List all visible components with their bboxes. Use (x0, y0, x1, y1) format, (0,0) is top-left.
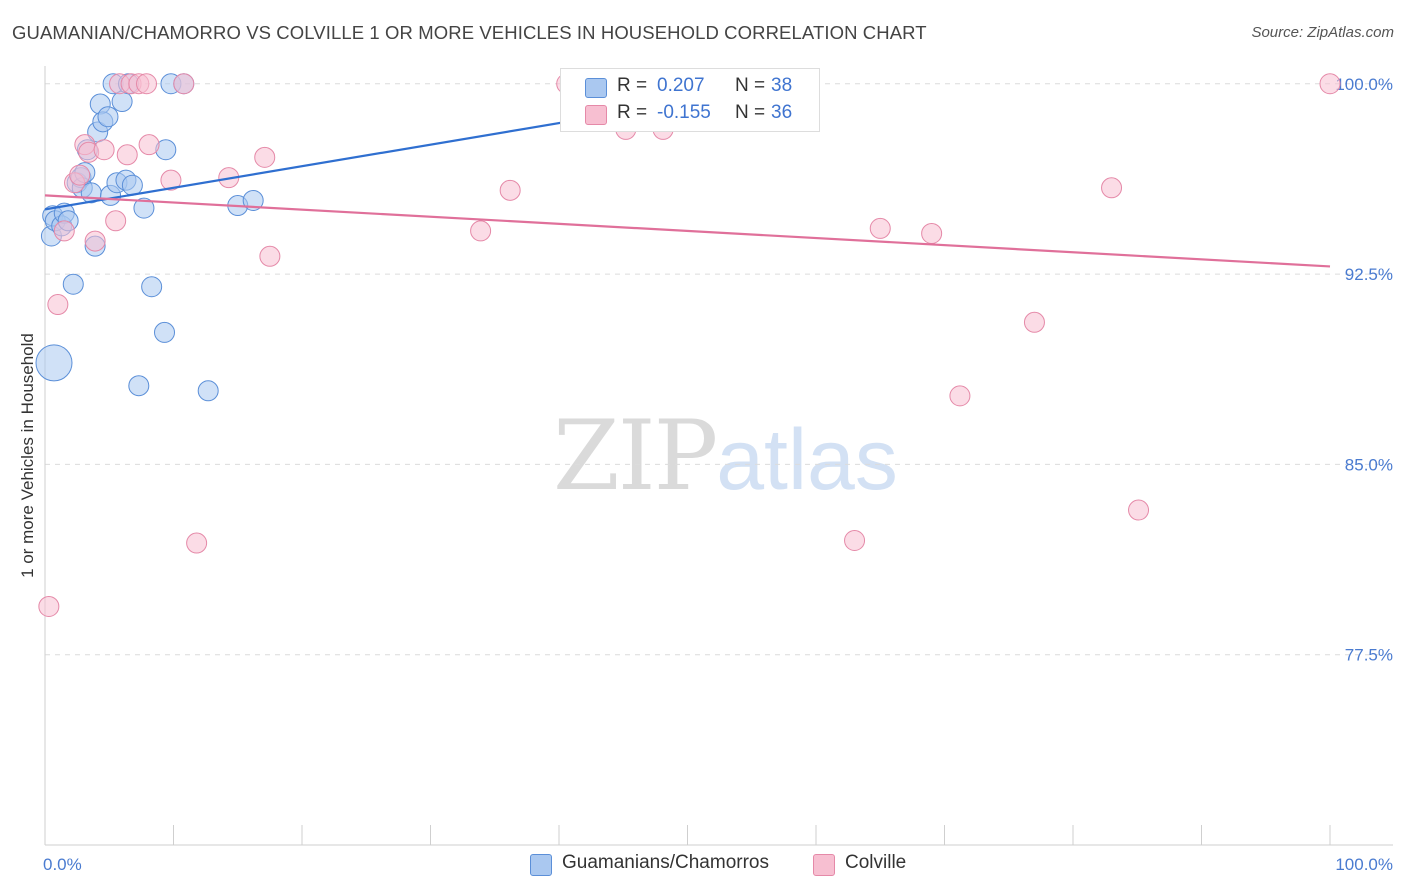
colville-point (84, 230, 106, 252)
colville-point (499, 179, 521, 201)
series-legend: Guamanians/Chamorros Colville (0, 852, 1406, 878)
colville-point (1128, 499, 1150, 521)
colville-point (186, 532, 208, 554)
y-tick-label: 100.0% (1335, 75, 1393, 94)
colville-point (1101, 177, 1123, 199)
r-label: R = (617, 75, 648, 96)
legend-guamanian-label: Guamanians/Chamorros (562, 852, 769, 873)
source-label: Source: ZipAtlas.com (1251, 24, 1394, 41)
colville-point (47, 294, 69, 316)
guamanian-point (242, 189, 264, 211)
colville-point (138, 134, 160, 156)
y-tick-label: 85.0% (1345, 455, 1393, 474)
guamanian-point (97, 106, 119, 128)
colville-point (136, 73, 158, 95)
r-value: 0.207 (657, 75, 705, 96)
colville-point (116, 144, 138, 166)
y-tick-label: 77.5% (1345, 646, 1393, 665)
colville-point (254, 146, 276, 168)
colville-point (470, 220, 492, 242)
colville-point (38, 595, 60, 617)
colville-point (173, 73, 195, 95)
x-tick-label: 100.0% (1335, 855, 1393, 874)
chart-title: GUAMANIAN/CHAMORRO VS COLVILLE 1 OR MORE… (12, 22, 927, 43)
guamanian-point (128, 375, 150, 397)
colville-point (259, 245, 281, 267)
r-value: -0.155 (657, 102, 711, 123)
y-tick-label: 92.5% (1345, 265, 1393, 284)
n-label: N = (735, 75, 766, 96)
watermark: ZIPatlas (553, 400, 898, 512)
x-tick-label: 0.0% (43, 855, 82, 874)
colville-point (93, 139, 115, 161)
colville-point (921, 222, 943, 244)
n-value: 38 (771, 75, 793, 96)
colville-point (949, 385, 971, 407)
colville-point (69, 164, 91, 186)
colville-point (869, 217, 891, 239)
watermark-zip: ZIP (553, 400, 718, 512)
r-label: R = (617, 102, 648, 123)
watermark-atlas: atlas (716, 412, 898, 508)
legend-colville-label: Colville (845, 852, 907, 873)
guamanian-point (121, 174, 143, 196)
guamanian-point (133, 197, 155, 219)
colville-point (1023, 311, 1045, 333)
n-value: 36 (771, 102, 793, 123)
colville-point (160, 169, 182, 191)
colville-point (844, 530, 866, 552)
colville-point (1319, 73, 1341, 95)
guamanian-point (197, 380, 219, 402)
guamanian-point (154, 321, 176, 343)
y-axis-label: 1 or more Vehicles in Household (18, 333, 37, 578)
guamanian-point (62, 273, 84, 295)
colville-swatch (585, 105, 607, 125)
colville-point (53, 220, 75, 242)
n-label: N = (735, 102, 766, 123)
guamanian-swatch (585, 78, 607, 98)
legend-guamanian-swatch (530, 854, 552, 876)
colville-trend-line (44, 194, 1331, 268)
colville-point (105, 210, 127, 232)
legend-colville-swatch (813, 854, 835, 876)
stats-legend: R = 0.207 N = 38 R = -0.155 N = 36 (560, 68, 820, 132)
guamanian-point (111, 91, 133, 113)
guamanian-point (141, 276, 163, 298)
guamanian-point (35, 344, 73, 382)
